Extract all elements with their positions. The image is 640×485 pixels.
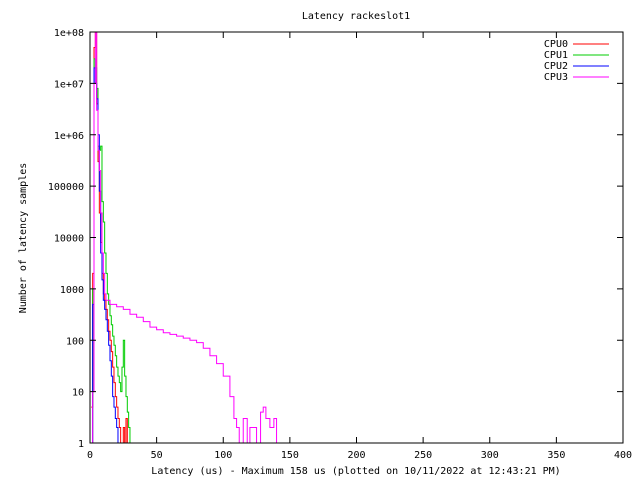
- ticks-layer: 0 50 100 150 200 250 300 350 400 1 10 100 1000 10000 1…: [48, 28, 632, 461]
- x-tick-label: 0: [87, 450, 93, 461]
- x-tick-label: 150: [281, 450, 299, 461]
- y-tick-label: 10: [72, 388, 84, 399]
- legend-label-cpu3: CPU3: [544, 72, 568, 83]
- x-tick-label: 300: [481, 450, 499, 461]
- y-tick-label: 100000: [48, 182, 84, 193]
- y-tick-label: 1e+07: [54, 79, 84, 90]
- x-tick-label: 50: [151, 450, 163, 461]
- legend-label-cpu1: CPU1: [544, 50, 568, 61]
- x-axis-label: Latency (us) - Maximum 158 us (plotted o…: [151, 466, 560, 477]
- y-tick-label: 10000: [54, 234, 84, 245]
- chart-title: Latency rackeslot1: [302, 11, 410, 22]
- x-tick-label: 200: [347, 450, 365, 461]
- y-tick-label: 1: [78, 439, 84, 450]
- x-tick-label: 250: [414, 450, 432, 461]
- x-tick-label: 100: [214, 450, 232, 461]
- y-tick-label: 1e+06: [54, 131, 84, 142]
- legend-label-cpu0: CPU0: [544, 39, 568, 50]
- y-axis-label: Number of latency samples: [18, 163, 29, 314]
- y-tick-label: 1000: [60, 285, 84, 296]
- y-tick-label: 1e+08: [54, 28, 84, 39]
- y-tick-label: 100: [66, 336, 84, 347]
- plot-frame: [89, 31, 624, 444]
- x-tick-label: 350: [547, 450, 565, 461]
- x-tick-label: 400: [614, 450, 632, 461]
- legend-label-cpu2: CPU2: [544, 61, 568, 72]
